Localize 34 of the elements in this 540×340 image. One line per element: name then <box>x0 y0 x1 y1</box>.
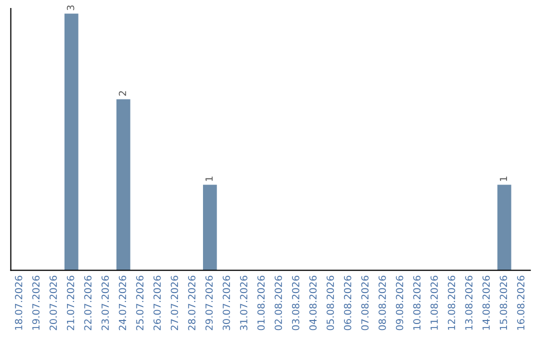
x-tick-label: 28.07.2026 <box>188 276 196 330</box>
x-tick-label: 21.07.2026 <box>66 276 74 330</box>
x-tick-label: 09.08.2026 <box>396 276 404 330</box>
x-tick-label: 20.07.2026 <box>50 276 57 330</box>
x-tick-label: 14.08.2026 <box>482 276 490 330</box>
x-tick-label: 11.08.2026 <box>430 276 438 330</box>
x-tick-label: 05.08.2026 <box>326 276 334 330</box>
x-tick-label: 31.07.2026 <box>240 276 248 330</box>
x-tick-label: 29.07.2026 <box>205 276 213 330</box>
x-tick-label: 07.08.2026 <box>361 276 369 330</box>
data-label: 2 <box>118 91 126 96</box>
data-label: 1 <box>206 176 213 181</box>
x-tick-label: 01.08.2026 <box>257 276 265 330</box>
x-tick-label: 16.08.2026 <box>517 276 524 330</box>
data-label: 3 <box>66 5 74 10</box>
x-tick-label: 27.07.2026 <box>170 276 178 330</box>
x-tick-label: 30.07.2026 <box>222 276 230 330</box>
x-tick-label: 23.07.2026 <box>102 276 109 330</box>
x-tick-label: 12.08.2026 <box>448 276 456 330</box>
x-tick-label: 04.08.2026 <box>309 276 317 330</box>
x-tick-label: 06.08.2026 <box>344 276 352 330</box>
x-tick-label: 26.07.2026 <box>153 276 161 330</box>
x-tick-label: 18.07.2026 <box>14 276 22 330</box>
x-tick-label: 15.08.2026 <box>500 276 508 330</box>
x-tick-label: 13.08.2026 <box>465 276 472 330</box>
x-tick-label: 03.08.2026 <box>292 276 300 330</box>
x-tick-label: 25.07.2026 <box>136 276 144 330</box>
x-tick-label: 22.07.2026 <box>84 276 92 330</box>
x-tick-label: 19.07.2026 <box>32 276 40 330</box>
x-tick-label: 08.08.2026 <box>378 276 386 330</box>
x-tick-label: 10.08.2026 <box>413 276 421 330</box>
data-label: 1 <box>500 176 507 181</box>
x-tick-label: 02.08.2026 <box>274 276 282 330</box>
x-tick-label: 24.07.2026 <box>118 276 126 330</box>
